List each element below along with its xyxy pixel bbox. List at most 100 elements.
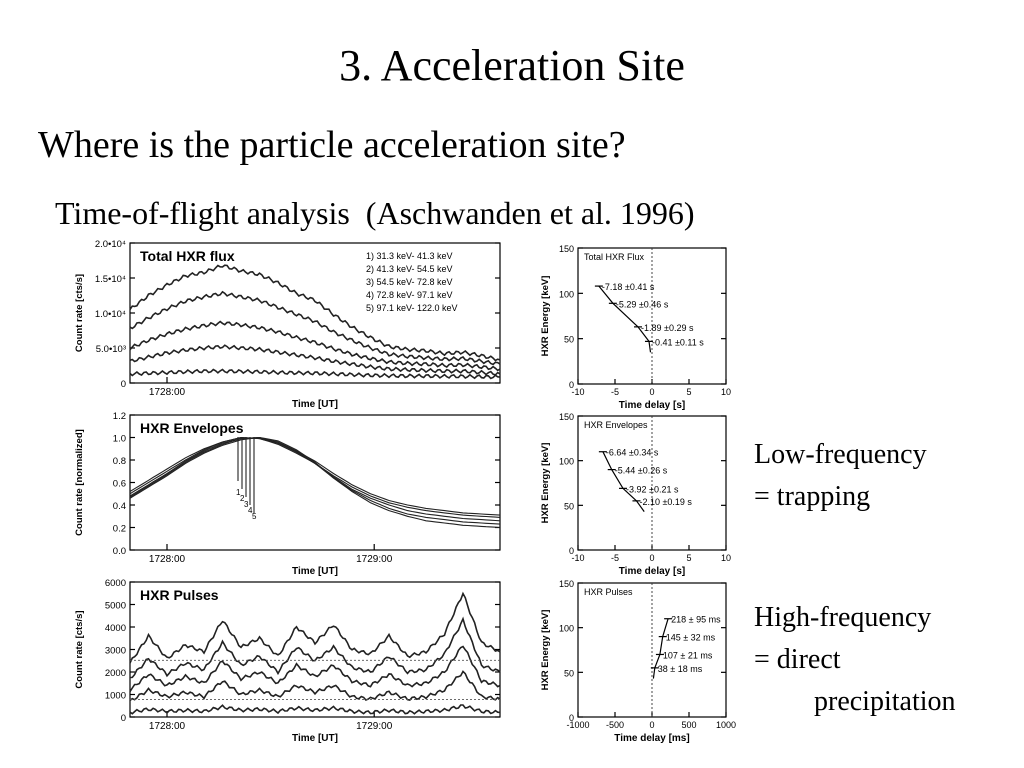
x-tick-label: 10: [721, 553, 731, 563]
y-tick-label: 0.8: [113, 456, 126, 467]
legend-entry: 5) 97.1 keV- 122.0 keV: [366, 303, 458, 313]
series-line-1: [129, 436, 501, 516]
chart-title: HXR Pulses: [584, 587, 633, 597]
y-axis-label: HXR Energy [keV]: [540, 443, 551, 524]
x-tick-label: 1000: [716, 720, 736, 730]
y-tick-label: 6000: [105, 578, 126, 589]
y-tick-label: 1.0: [113, 434, 126, 445]
y-tick-label: 2.0•10⁴: [95, 239, 126, 250]
low-frequency-note-line-1: Low-frequency: [754, 439, 927, 470]
y-tick-label: 2000: [105, 668, 126, 679]
y-tick-label: 3000: [105, 646, 126, 657]
series-line-5: [129, 368, 501, 380]
y-axis-label: Count rate [cts/s]: [74, 274, 85, 352]
y-tick-label: 0.2: [113, 524, 126, 535]
y-tick-label: 0: [569, 380, 574, 390]
y-tick-label: 150: [559, 412, 574, 422]
y-axis-label: HXR Energy [keV]: [540, 610, 551, 691]
y-tick-label: 5000: [105, 601, 126, 612]
series-line-1: [129, 264, 501, 362]
chart-title: Total HXR flux: [140, 248, 235, 264]
series-line-2: [129, 616, 501, 679]
x-tick-label: -5: [611, 387, 619, 397]
y-tick-label: 0.6: [113, 479, 126, 490]
high-frequency-note-line-2: = direct: [754, 644, 841, 675]
low-frequency-note-line-2: = trapping: [754, 481, 871, 512]
y-tick-label: 0: [569, 546, 574, 556]
chart-title: HXR Envelopes: [584, 420, 648, 430]
x-tick-label: 5: [686, 387, 691, 397]
x-tick-label: 0: [649, 720, 654, 730]
high-frequency-note-line-1: High-frequency: [754, 602, 932, 633]
x-tick-label: 1728:00: [149, 387, 186, 398]
slide-title: 3. Acceleration Site: [339, 41, 685, 90]
chart-hxr-pulses-delay: 0 50 100 150 Time delay [ms] HXR Energy [keV]…: [540, 579, 736, 744]
curve-label: 5: [252, 512, 257, 521]
legend-entry: 4) 72.8 keV- 97.1 keV: [366, 290, 453, 300]
delay-fit-line: [598, 285, 652, 353]
y-tick-label: 0.4: [113, 501, 126, 512]
delay-label: 38 ± 18 ms: [658, 664, 703, 674]
series-line-3: [129, 320, 501, 372]
series-line-1: [129, 591, 501, 664]
plot-frame: [129, 581, 501, 718]
high-frequency-note-line-3: precipitation: [814, 686, 956, 717]
y-tick-label: 50: [564, 501, 574, 511]
y-tick-label: 50: [564, 335, 574, 345]
chart-hxr-envelopes: 0.0 0.2 0.4 0.6 0.8 1.0 1.2 Time [UT] Count rate…: [74, 411, 501, 577]
chart-title: Total HXR Flux: [584, 252, 645, 262]
x-tick-label: -500: [606, 720, 624, 730]
y-tick-label: 4000: [105, 623, 126, 634]
y-axis-label: HXR Energy [keV]: [540, 276, 551, 357]
x-tick-label: 1729:00: [356, 721, 393, 732]
curve-label: 1: [236, 488, 241, 497]
chart-title: HXR Pulses: [140, 587, 219, 603]
delay-label: -1.89 ±0.29 s: [641, 323, 694, 333]
plot-frame: [577, 582, 727, 718]
y-tick-label: 0: [121, 379, 126, 390]
curve-label: 3: [244, 500, 249, 509]
y-tick-label: 1.2: [113, 411, 126, 422]
y-axis-label: Count rate [cts/s]: [74, 610, 85, 688]
x-tick-label: 1729:00: [356, 554, 393, 565]
series-line-2: [129, 436, 501, 518]
x-tick-label: 1728:00: [149, 554, 186, 565]
x-axis-label: Time delay [ms]: [614, 733, 689, 744]
delay-label: -5.44 ±0.26 s: [615, 466, 668, 476]
curve-label: 4: [248, 506, 253, 515]
delay-label: -7.18 ±0.41 s: [602, 282, 655, 292]
y-tick-label: 1.0•10⁴: [95, 309, 126, 320]
plot-frame: [577, 247, 727, 385]
chart-title: HXR Envelopes: [140, 420, 244, 436]
delay-label: 145 ± 32 ms: [666, 633, 716, 643]
slide-subtitle: Time-of-flight analysis (Aschwanden et a…: [55, 195, 695, 231]
y-tick-label: 1.5•10⁴: [95, 274, 126, 285]
x-tick-label: -10: [571, 553, 584, 563]
x-axis-label: Time delay [s]: [619, 566, 686, 577]
y-axis-label: Count rate [normalized]: [74, 429, 85, 536]
delay-fit-line: [652, 618, 669, 679]
series-line-5: [129, 436, 501, 529]
delay-label: 218 ± 95 ms: [671, 615, 721, 625]
delay-fit-line: [602, 451, 645, 512]
curve-label: 2: [240, 494, 245, 503]
y-tick-label: 100: [559, 624, 574, 634]
y-tick-label: 0.0: [113, 546, 126, 557]
x-tick-label: -5: [611, 553, 619, 563]
x-tick-label: 0: [649, 553, 654, 563]
high-frequency-note: High-frequency = direct precipitation: [754, 597, 956, 723]
y-tick-label: 0: [569, 713, 574, 723]
plot-frame: [129, 242, 501, 384]
series-line-3: [129, 645, 501, 693]
delay-label: -3.92 ±0.21 s: [626, 484, 679, 494]
y-tick-label: 1000: [105, 691, 126, 702]
y-tick-label: 150: [559, 244, 574, 254]
y-tick-label: 50: [564, 668, 574, 678]
delay-label: -5.29 ±0.46 s: [616, 299, 669, 309]
chart-total-hxr-flux: 0 5.0•10³ 1.0•10⁴ 1.5•10⁴ 2.0•10⁴ Time [UT] Co…: [74, 239, 501, 410]
series-line-4: [129, 436, 501, 525]
legend-entry: 2) 41.3 keV- 54.5 keV: [366, 264, 453, 274]
delay-label: 107 ± 21 ms: [663, 650, 713, 660]
low-frequency-note: Low-frequency = trapping: [754, 434, 927, 518]
